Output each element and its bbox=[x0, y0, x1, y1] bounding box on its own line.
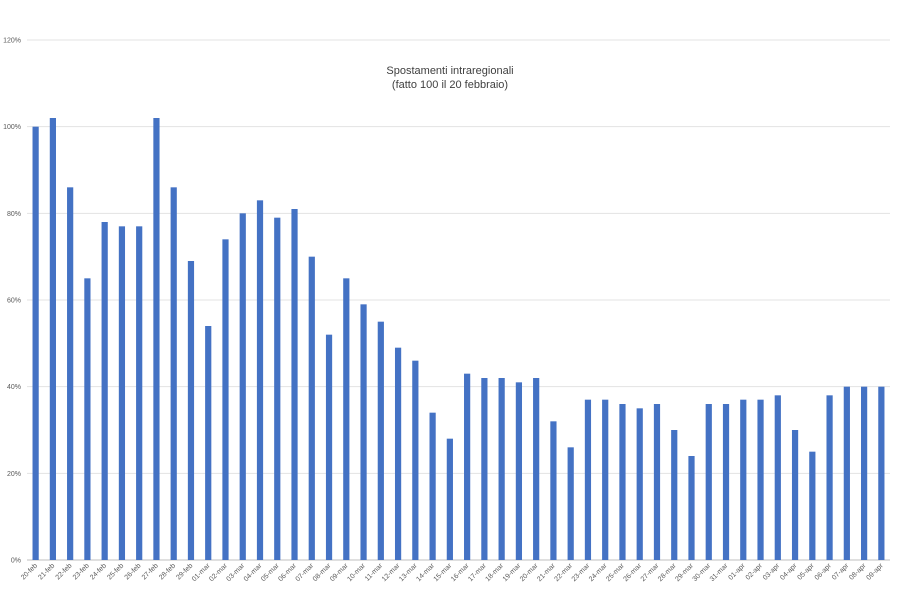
bar bbox=[481, 378, 488, 560]
y-tick-label: 60% bbox=[7, 298, 21, 305]
bar bbox=[446, 438, 453, 560]
bar bbox=[653, 404, 661, 560]
bar bbox=[256, 200, 264, 560]
y-tick-label: 20% bbox=[7, 471, 21, 478]
bar bbox=[153, 118, 160, 560]
x-tick-label: 09-apr bbox=[866, 562, 886, 582]
bar bbox=[688, 456, 695, 560]
x-tick-label: 23-feb bbox=[72, 562, 91, 581]
bar bbox=[791, 430, 799, 560]
bar bbox=[757, 399, 764, 560]
x-tick-label: 04-apr bbox=[779, 562, 799, 582]
bar bbox=[809, 451, 816, 560]
bar bbox=[878, 386, 885, 560]
bar bbox=[32, 126, 39, 561]
x-tick-label: 21-feb bbox=[37, 562, 56, 581]
bar bbox=[567, 447, 574, 560]
bar bbox=[325, 334, 333, 560]
bar bbox=[861, 386, 868, 560]
bar bbox=[118, 226, 126, 560]
x-tick-label: 02-apr bbox=[745, 562, 765, 582]
bar bbox=[291, 209, 298, 560]
bar bbox=[49, 118, 56, 560]
bar bbox=[170, 187, 177, 560]
x-tick-label: 01-apr bbox=[727, 562, 747, 582]
bar bbox=[826, 395, 833, 560]
bar bbox=[412, 360, 419, 560]
y-tick-label: 100% bbox=[3, 124, 21, 131]
bar bbox=[843, 386, 850, 560]
chart-title: Spostamenti intraregionali bbox=[386, 65, 513, 77]
x-tick-label: 22-feb bbox=[55, 562, 74, 581]
y-tick-label: 80% bbox=[7, 211, 21, 218]
bar bbox=[136, 226, 143, 560]
bar bbox=[722, 404, 730, 560]
x-tick-label: 25-feb bbox=[106, 562, 125, 581]
bar bbox=[619, 404, 626, 560]
bar bbox=[84, 278, 91, 560]
bar bbox=[705, 404, 712, 560]
x-tick-label: 08-apr bbox=[848, 562, 868, 582]
bar bbox=[774, 395, 781, 560]
x-tick-label: 10-mar bbox=[346, 562, 367, 583]
bar bbox=[343, 278, 350, 560]
bar bbox=[239, 213, 246, 560]
x-tick-label: 06-apr bbox=[814, 562, 834, 582]
x-tick-label: 28-feb bbox=[158, 562, 177, 581]
bar bbox=[533, 378, 540, 560]
x-tick-label: 24-feb bbox=[89, 562, 108, 581]
x-tick-label: 31-mar bbox=[709, 562, 730, 583]
x-axis-tick-labels: 20-feb21-feb22-feb23-feb24-feb25-feb26-f… bbox=[20, 562, 885, 583]
bar bbox=[584, 399, 592, 560]
bar bbox=[602, 399, 609, 560]
bars bbox=[32, 118, 885, 561]
bar bbox=[550, 421, 557, 560]
y-tick-label: 0% bbox=[11, 558, 21, 565]
x-tick-label: 26-feb bbox=[124, 562, 143, 581]
x-tick-label: 20-feb bbox=[20, 562, 39, 581]
y-axis-tick-labels: 0% 20% 40% 60% 80% 100% 120% bbox=[3, 38, 21, 565]
x-tick-label: 05-apr bbox=[796, 562, 816, 582]
bar bbox=[636, 408, 643, 560]
y-tick-label: 120% bbox=[3, 38, 21, 45]
bar bbox=[429, 412, 436, 560]
y-tick-label: 40% bbox=[7, 384, 21, 391]
bar bbox=[187, 261, 195, 560]
bar bbox=[308, 256, 315, 560]
bar bbox=[101, 222, 108, 560]
x-tick-label: 27-feb bbox=[141, 562, 160, 581]
bar bbox=[498, 378, 505, 560]
bar bbox=[394, 347, 402, 560]
bar bbox=[360, 304, 367, 560]
bar bbox=[67, 187, 74, 560]
x-tick-label: 03-apr bbox=[762, 562, 782, 582]
bar bbox=[740, 399, 747, 560]
bar bbox=[464, 373, 471, 560]
chart-subtitle: (fatto 100 il 20 febbraio) bbox=[392, 79, 508, 91]
bar bbox=[671, 430, 678, 560]
bar bbox=[377, 321, 384, 560]
bar bbox=[205, 326, 212, 560]
bar bbox=[222, 239, 229, 560]
bar bbox=[274, 217, 281, 561]
bar bbox=[515, 382, 523, 560]
x-tick-label: 07-apr bbox=[831, 562, 851, 582]
